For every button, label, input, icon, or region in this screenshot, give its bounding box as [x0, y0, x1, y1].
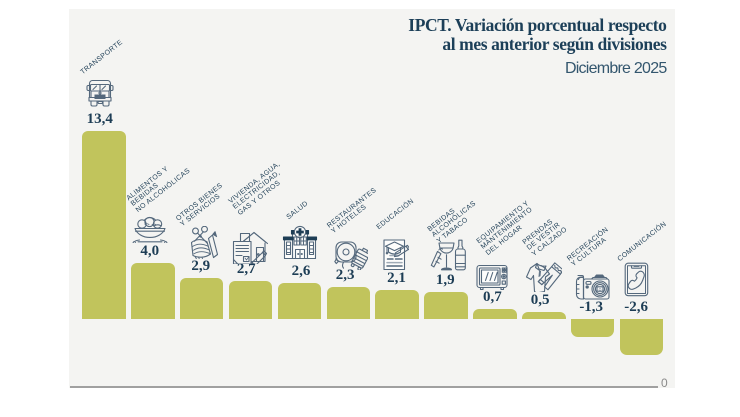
svg-text:O: O	[599, 288, 602, 292]
